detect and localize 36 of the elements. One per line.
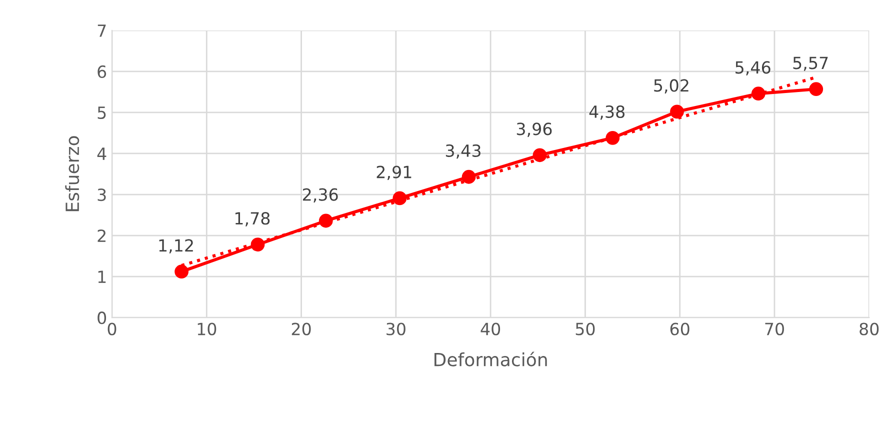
- x-tick-label: 0: [108, 322, 116, 336]
- data-label: 4,38: [589, 105, 625, 120]
- point: [392, 191, 407, 206]
- y-tick-label: 2: [98, 229, 106, 242]
- data-label: 3,43: [446, 144, 480, 159]
- y-tick-label: 3: [98, 188, 106, 202]
- y-axis-title: Esfuerzo: [65, 136, 80, 212]
- data-label: 3,96: [516, 122, 552, 137]
- x-tick-label: 70: [765, 322, 784, 336]
- x-tick-label: 50: [576, 322, 595, 336]
- y-tick-label: 7: [98, 24, 106, 37]
- x-tick-label: 40: [480, 322, 500, 336]
- point: [462, 170, 476, 184]
- x-tick-label: 80: [860, 322, 879, 336]
- point: [670, 104, 684, 119]
- x-tick-label: 30: [386, 322, 406, 336]
- point: [751, 86, 766, 101]
- data-label: 2,91: [376, 166, 412, 180]
- x-tick-label: 60: [670, 322, 690, 336]
- y-tick-label: 0: [98, 312, 106, 324]
- data-label: 5,46: [736, 61, 770, 76]
- x-tick-label: 20: [292, 322, 311, 336]
- data-label: 5,57: [793, 56, 828, 71]
- data-label: 2,36: [303, 188, 338, 203]
- data-label: 1,78: [235, 212, 270, 226]
- point: [532, 148, 547, 162]
- y-tick-label: 1: [98, 270, 106, 283]
- y-tick-label: 4: [97, 148, 106, 160]
- x-axis-title: Deformación: [434, 352, 547, 366]
- data-label: 1,12: [159, 239, 193, 254]
- y-tick-label: 5: [98, 106, 106, 120]
- y-tick-label: 6: [98, 65, 106, 78]
- x-tick-label: 10: [198, 322, 216, 336]
- point: [174, 264, 189, 279]
- data-label: 5,02: [654, 79, 688, 94]
- point: [809, 82, 824, 96]
